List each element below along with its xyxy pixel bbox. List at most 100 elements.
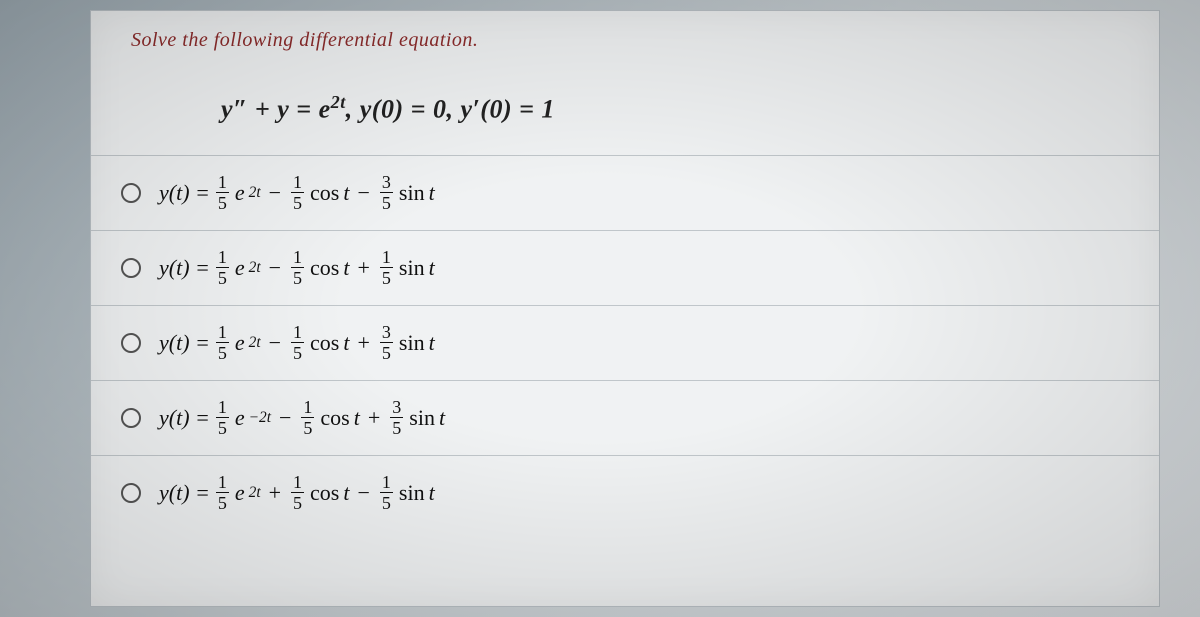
exponent: −2t (249, 409, 271, 427)
option-lead: y(t) = (159, 255, 210, 281)
exponent: 2t (249, 184, 261, 202)
option-expression: y(t) = 15e−2t − 15cos t + 35sin t (159, 398, 445, 437)
option-row[interactable]: y(t) = 15e2t − 15cos t − 35sin t (91, 156, 1159, 231)
fraction-denominator: 5 (291, 342, 304, 362)
fraction-denominator: 5 (216, 267, 229, 287)
fraction-denominator: 5 (291, 267, 304, 287)
operator: − (358, 180, 370, 206)
radio-button[interactable] (121, 183, 141, 203)
variable-t: t (343, 255, 349, 281)
fraction: 15 (380, 248, 393, 287)
fraction-numerator: 1 (291, 248, 304, 267)
option-lead: y(t) = (159, 480, 210, 506)
fraction-denominator: 5 (380, 192, 393, 212)
operator: + (368, 405, 380, 431)
eq-lhs: y″ + y = e (221, 95, 331, 124)
fraction: 35 (380, 173, 393, 212)
fraction-numerator: 1 (301, 398, 314, 417)
exponent: 2t (249, 334, 261, 352)
fraction-denominator: 5 (380, 492, 393, 512)
variable-t: t (429, 255, 435, 281)
option-row[interactable]: y(t) = 15e2t − 15cos t + 35sin t (91, 306, 1159, 381)
main-equation: y″ + y = e2t, y(0) = 0, y′(0) = 1 (91, 52, 1159, 145)
radio-button[interactable] (121, 333, 141, 353)
variable-t: t (429, 480, 435, 506)
fraction-denominator: 5 (390, 417, 403, 437)
question-sheet: Solve the following differential equatio… (90, 10, 1160, 607)
trig-term: sin (399, 330, 425, 356)
option-lead: y(t) = (159, 405, 210, 431)
variable-t: t (354, 405, 360, 431)
fraction: 15 (216, 473, 229, 512)
fraction-numerator: 1 (291, 473, 304, 492)
fraction-numerator: 1 (291, 323, 304, 342)
fraction: 15 (216, 173, 229, 212)
fraction-numerator: 1 (216, 398, 229, 417)
trig-term: cos (310, 255, 339, 281)
fraction-denominator: 5 (291, 192, 304, 212)
radio-button[interactable] (121, 408, 141, 428)
option-lead: y(t) = (159, 330, 210, 356)
fraction-numerator: 3 (390, 398, 403, 417)
variable-t: t (429, 180, 435, 206)
options-container: y(t) = 15e2t − 15cos t − 35sin ty(t) = 1… (91, 155, 1159, 530)
trig-term: cos (310, 480, 339, 506)
fraction: 15 (216, 323, 229, 362)
option-expression: y(t) = 15e2t − 15cos t + 35sin t (159, 323, 435, 362)
exp-term: e (235, 405, 245, 431)
fraction-numerator: 1 (216, 173, 229, 192)
option-expression: y(t) = 15e2t + 15cos t − 15sin t (159, 473, 435, 512)
exponent: 2t (249, 484, 261, 502)
radio-button[interactable] (121, 483, 141, 503)
fraction-denominator: 5 (216, 417, 229, 437)
exp-term: e (235, 330, 245, 356)
fraction-numerator: 1 (291, 173, 304, 192)
fraction: 15 (301, 398, 314, 437)
exp-term: e (235, 180, 245, 206)
exp-term: e (235, 255, 245, 281)
operator: − (358, 480, 370, 506)
fraction-numerator: 1 (380, 248, 393, 267)
fraction-numerator: 3 (380, 173, 393, 192)
fraction-denominator: 5 (301, 417, 314, 437)
fraction-numerator: 1 (216, 473, 229, 492)
fraction: 15 (291, 473, 304, 512)
fraction-denominator: 5 (380, 342, 393, 362)
fraction: 15 (216, 398, 229, 437)
operator: − (279, 405, 291, 431)
fraction-denominator: 5 (216, 342, 229, 362)
trig-term: sin (409, 405, 435, 431)
option-expression: y(t) = 15e2t − 15cos t + 15sin t (159, 248, 435, 287)
radio-button[interactable] (121, 258, 141, 278)
option-row[interactable]: y(t) = 15e−2t − 15cos t + 35sin t (91, 381, 1159, 456)
operator: + (358, 255, 370, 281)
eq-exp: 2t (331, 92, 346, 112)
operator: + (358, 330, 370, 356)
eq-conds: , y(0) = 0, y′(0) = 1 (346, 95, 555, 124)
trig-term: sin (399, 255, 425, 281)
exponent: 2t (249, 259, 261, 277)
fraction-denominator: 5 (216, 192, 229, 212)
trig-term: sin (399, 180, 425, 206)
fraction: 15 (380, 473, 393, 512)
variable-t: t (439, 405, 445, 431)
operator: − (269, 330, 281, 356)
trig-term: cos (320, 405, 349, 431)
fraction-denominator: 5 (216, 492, 229, 512)
exp-term: e (235, 480, 245, 506)
option-expression: y(t) = 15e2t − 15cos t − 35sin t (159, 173, 435, 212)
question-prompt: Solve the following differential equatio… (91, 11, 1159, 52)
option-row[interactable]: y(t) = 15e2t − 15cos t + 15sin t (91, 231, 1159, 306)
trig-term: cos (310, 330, 339, 356)
trig-term: sin (399, 480, 425, 506)
fraction-denominator: 5 (291, 492, 304, 512)
operator: − (269, 180, 281, 206)
option-row[interactable]: y(t) = 15e2t + 15cos t − 15sin t (91, 456, 1159, 530)
fraction-numerator: 1 (216, 248, 229, 267)
fraction-denominator: 5 (380, 267, 393, 287)
trig-term: cos (310, 180, 339, 206)
variable-t: t (343, 180, 349, 206)
fraction: 15 (291, 248, 304, 287)
fraction: 15 (216, 248, 229, 287)
variable-t: t (429, 330, 435, 356)
